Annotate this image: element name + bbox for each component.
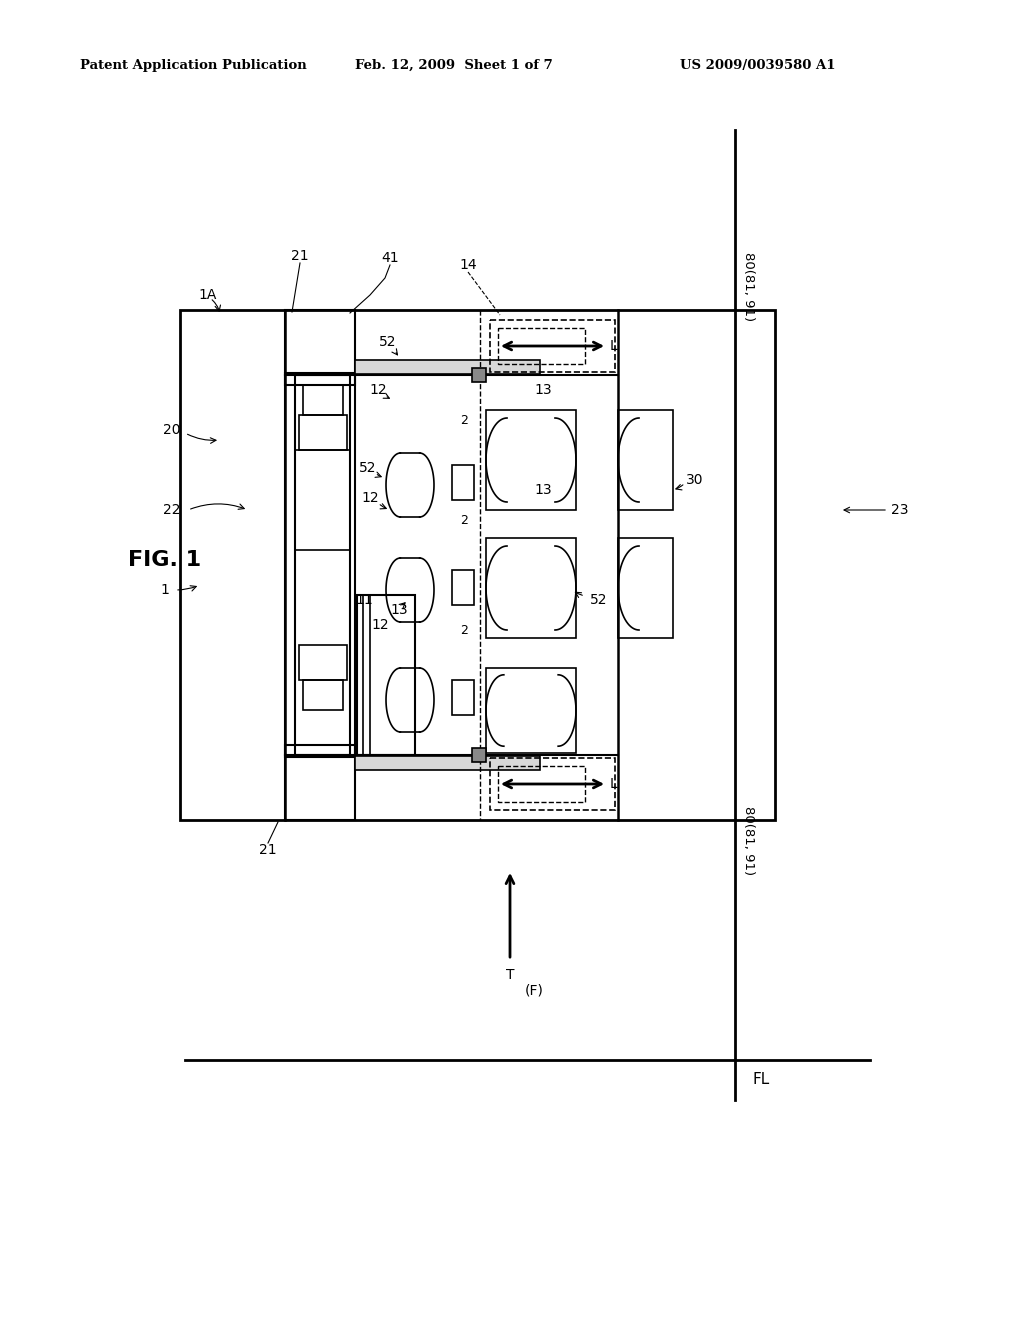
Text: 80(81, 91): 80(81, 91) bbox=[742, 807, 755, 875]
Bar bbox=[285, 374, 355, 385]
Text: (F): (F) bbox=[525, 983, 544, 997]
Text: 13: 13 bbox=[535, 483, 552, 498]
Text: 52: 52 bbox=[359, 461, 377, 475]
Text: 12: 12 bbox=[370, 383, 387, 397]
Text: L: L bbox=[610, 777, 617, 791]
Bar bbox=[618, 411, 673, 510]
Text: 2: 2 bbox=[460, 623, 468, 636]
Bar bbox=[498, 327, 585, 364]
Text: 80(81, 91): 80(81, 91) bbox=[742, 252, 755, 321]
Bar bbox=[452, 570, 474, 605]
Text: FL: FL bbox=[752, 1072, 769, 1088]
Text: 13: 13 bbox=[535, 383, 552, 397]
Bar bbox=[618, 539, 673, 638]
Bar bbox=[299, 414, 347, 450]
Text: L: L bbox=[610, 339, 617, 352]
Bar bbox=[303, 385, 343, 414]
Bar bbox=[490, 319, 615, 372]
Text: 22: 22 bbox=[163, 503, 181, 517]
Bar bbox=[295, 375, 350, 755]
Text: 52: 52 bbox=[379, 335, 396, 348]
Text: 11: 11 bbox=[355, 593, 373, 607]
Text: 41: 41 bbox=[381, 251, 398, 265]
Bar bbox=[355, 360, 540, 374]
Text: 12: 12 bbox=[371, 618, 389, 632]
Bar bbox=[486, 668, 575, 752]
Bar bbox=[498, 766, 585, 803]
Text: 12: 12 bbox=[361, 491, 379, 506]
Bar bbox=[486, 411, 575, 510]
Text: 21: 21 bbox=[291, 249, 309, 263]
Text: 1: 1 bbox=[161, 583, 169, 597]
Bar bbox=[357, 595, 415, 755]
Bar bbox=[452, 465, 474, 500]
Text: Patent Application Publication: Patent Application Publication bbox=[80, 58, 307, 71]
Text: 52: 52 bbox=[590, 593, 607, 607]
Text: 2: 2 bbox=[460, 413, 468, 426]
Bar bbox=[486, 539, 575, 638]
Text: 14: 14 bbox=[459, 257, 477, 272]
Text: 20: 20 bbox=[163, 422, 181, 437]
Text: Feb. 12, 2009  Sheet 1 of 7: Feb. 12, 2009 Sheet 1 of 7 bbox=[355, 58, 553, 71]
Text: US 2009/0039580 A1: US 2009/0039580 A1 bbox=[680, 58, 836, 71]
Bar bbox=[299, 645, 347, 680]
Bar bbox=[180, 310, 775, 820]
Bar bbox=[285, 744, 355, 756]
Bar bbox=[295, 450, 350, 550]
Bar bbox=[303, 680, 343, 710]
Text: 30: 30 bbox=[686, 473, 703, 487]
Text: FIG. 1: FIG. 1 bbox=[128, 550, 201, 570]
Bar bbox=[472, 368, 486, 381]
Bar bbox=[285, 310, 355, 820]
Text: T: T bbox=[506, 968, 514, 982]
Bar bbox=[472, 748, 486, 762]
Text: 13: 13 bbox=[390, 603, 408, 616]
Bar bbox=[355, 756, 540, 770]
Text: 21: 21 bbox=[259, 843, 276, 857]
Bar bbox=[452, 680, 474, 715]
Text: 2: 2 bbox=[460, 513, 468, 527]
Text: 1A: 1A bbox=[198, 288, 216, 302]
Bar bbox=[490, 758, 615, 810]
Text: 23: 23 bbox=[891, 503, 908, 517]
